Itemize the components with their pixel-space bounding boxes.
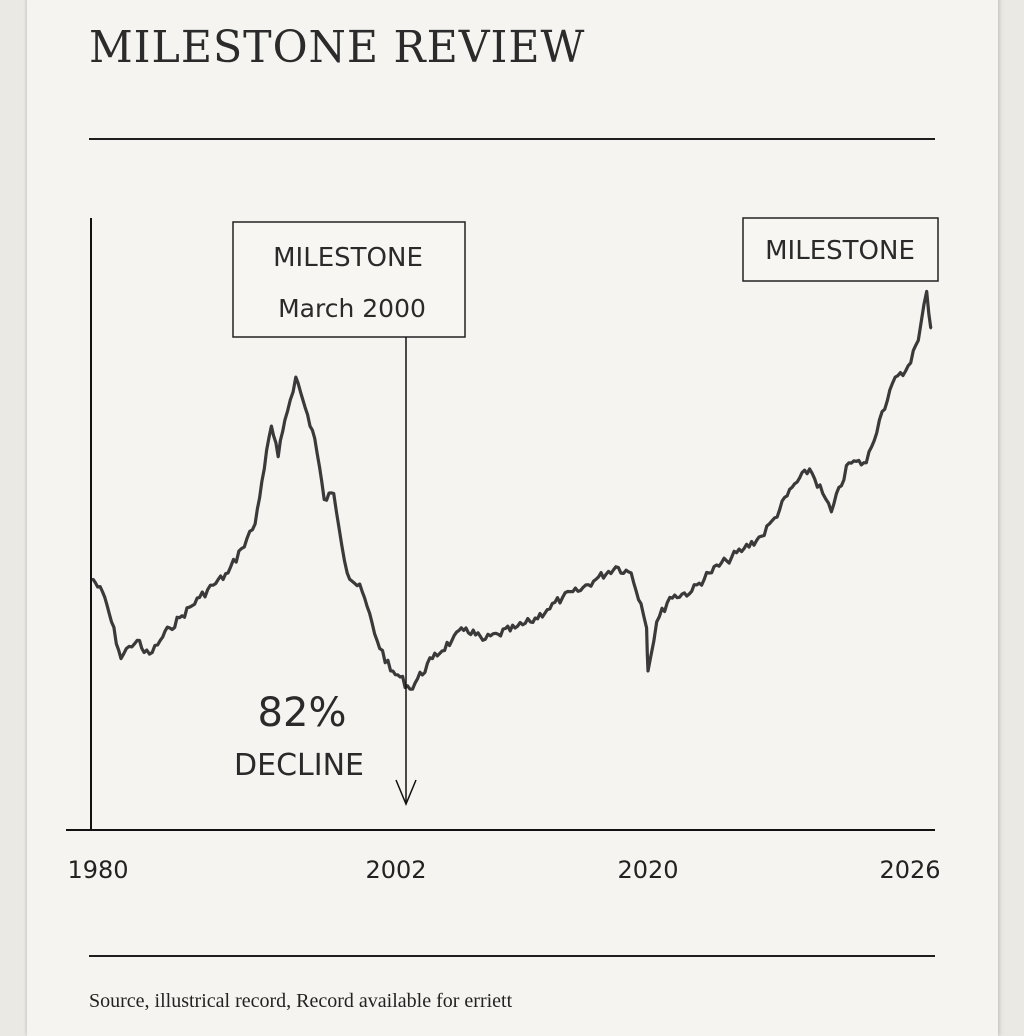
data-point: [830, 510, 833, 513]
data-point: [497, 633, 500, 636]
data-point: [136, 639, 139, 642]
data-point: [773, 516, 776, 520]
data-point: [707, 571, 711, 575]
data-point: [904, 369, 907, 373]
series-line-index: [91, 289, 933, 691]
data-point: [891, 382, 894, 385]
footer-divider: [89, 955, 935, 957]
data-point: [277, 455, 280, 458]
data-point: [323, 498, 326, 501]
annotation-peak-milestone: MILESTONE March 2000: [232, 221, 466, 806]
data-point: [450, 639, 454, 642]
data-point: [211, 584, 215, 587]
title-divider: [89, 138, 935, 140]
data-point: [878, 418, 881, 422]
data-point: [346, 571, 349, 575]
data-point: [546, 608, 549, 611]
data-point: [375, 639, 379, 642]
annotation-decline: 82% DECLINE: [234, 690, 364, 783]
data-point: [260, 480, 264, 483]
data-point: [198, 596, 201, 599]
data-point: [929, 327, 932, 330]
x-tick-labels: 1980 2002 2020 2026: [67, 856, 940, 884]
x-tick-label-2020: 2020: [617, 856, 678, 884]
data-point: [399, 675, 402, 679]
data-point: [742, 547, 746, 550]
data-point: [313, 437, 316, 440]
data-point: [614, 565, 617, 568]
data-point: [847, 461, 851, 464]
data-point: [690, 590, 693, 593]
data-point: [513, 626, 517, 630]
annotation-box-peak: [232, 221, 466, 338]
data-point: [128, 645, 131, 648]
decline-label: DECLINE: [234, 748, 364, 783]
data-point: [655, 620, 658, 624]
data-point: [668, 596, 671, 599]
data-point: [304, 406, 307, 409]
data-point: [168, 626, 171, 630]
series-group: [91, 289, 933, 691]
data-point: [119, 657, 123, 660]
data-point: [595, 577, 598, 581]
data-point: [240, 547, 243, 550]
data-point: [576, 590, 580, 593]
data-point: [283, 418, 287, 422]
data-point: [431, 657, 434, 660]
data-point: [790, 486, 794, 489]
data-point: [821, 492, 824, 495]
data-point: [159, 639, 162, 642]
data-point: [561, 596, 564, 599]
data-point: [91, 577, 95, 581]
data-point: [645, 626, 648, 630]
data-point: [360, 590, 364, 593]
data-point: [270, 424, 273, 428]
report-page: [27, 0, 998, 1036]
data-point: [808, 467, 811, 471]
data-point: [253, 522, 257, 526]
data-point: [646, 669, 650, 673]
data-point: [464, 626, 468, 630]
annotation-peak-title: MILESTONE: [273, 243, 423, 273]
arrow-down-icon: [395, 779, 417, 806]
data-point: [481, 639, 484, 642]
data-point: [639, 602, 643, 605]
x-tick-label-1980: 1980: [67, 856, 128, 884]
data-point: [529, 620, 532, 624]
data-point: [630, 571, 633, 575]
data-point: [332, 492, 335, 495]
data-point: [760, 535, 763, 538]
data-point: [294, 375, 297, 379]
data-point: [110, 620, 113, 624]
data-point: [408, 688, 412, 691]
annotation-latest-title: MILESTONE: [765, 236, 915, 266]
data-point: [103, 596, 107, 599]
x-tick-label-2026: 2026: [879, 856, 940, 884]
annotation-latest-milestone: MILESTONE: [742, 217, 939, 282]
annotation-peak-date: March 2000: [278, 294, 426, 323]
data-point: [917, 339, 920, 342]
source-note: Source, illustrical record, Record avail…: [89, 990, 513, 1012]
data-point: [725, 559, 728, 562]
data-point: [180, 614, 184, 617]
annotation-box-latest: [742, 217, 939, 282]
data-point: [151, 651, 154, 654]
page-title: MILESTONE REVIEW: [89, 22, 586, 73]
data-point: [389, 669, 392, 673]
decline-percent: 82%: [258, 690, 347, 736]
data-point: [142, 651, 146, 654]
data-point: [226, 571, 230, 575]
data-point: [925, 290, 928, 293]
x-tick-label-2002: 2002: [365, 856, 426, 884]
data-point: [865, 461, 868, 464]
